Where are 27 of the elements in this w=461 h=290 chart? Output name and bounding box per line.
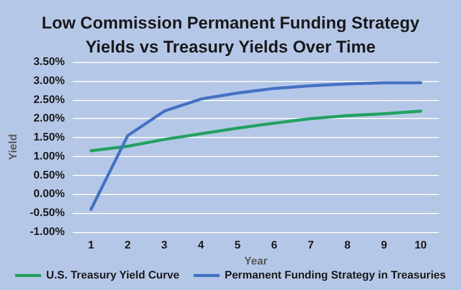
y-tick-label: 1.50% (34, 132, 65, 144)
x-tick-label: 6 (271, 240, 278, 252)
y-tick-label: -1.00% (30, 226, 65, 238)
y-tick-label: -0.50% (30, 207, 65, 220)
legend-label: Permanent Funding Strategy in Treasuries (224, 270, 446, 282)
y-tick-label: 0.50% (34, 169, 65, 182)
x-tick-label: 10 (414, 240, 427, 252)
x-tick-label: 2 (124, 240, 131, 252)
x-tick-label: 7 (308, 240, 314, 252)
legend-label: U.S. Treasury Yield Curve (46, 270, 180, 282)
x-axis-title: Year (244, 255, 268, 268)
x-tick-label: 5 (234, 240, 241, 252)
y-tick-label: 2.00% (34, 112, 65, 125)
y-tick-label: 3.50% (34, 56, 65, 68)
y-tick-label: 2.50% (34, 94, 65, 106)
line-series (90, 110, 422, 152)
line-series (90, 81, 422, 211)
x-tick-label: 8 (344, 240, 350, 252)
y-tick-label: 1.00% (34, 150, 65, 162)
x-tick-label: 4 (198, 240, 205, 252)
x-tick-label: 1 (88, 240, 94, 252)
y-axis-title: Yield (8, 134, 20, 160)
y-tick-label: 0.00% (34, 188, 65, 200)
x-tick-label: 3 (161, 240, 168, 252)
y-tick-label: 3.00% (34, 74, 65, 87)
x-tick-label: 9 (381, 240, 388, 252)
chart-title: Low Commission Permanent Funding Strategy Yields vs Treasury Yields Over Time (42, 14, 420, 56)
